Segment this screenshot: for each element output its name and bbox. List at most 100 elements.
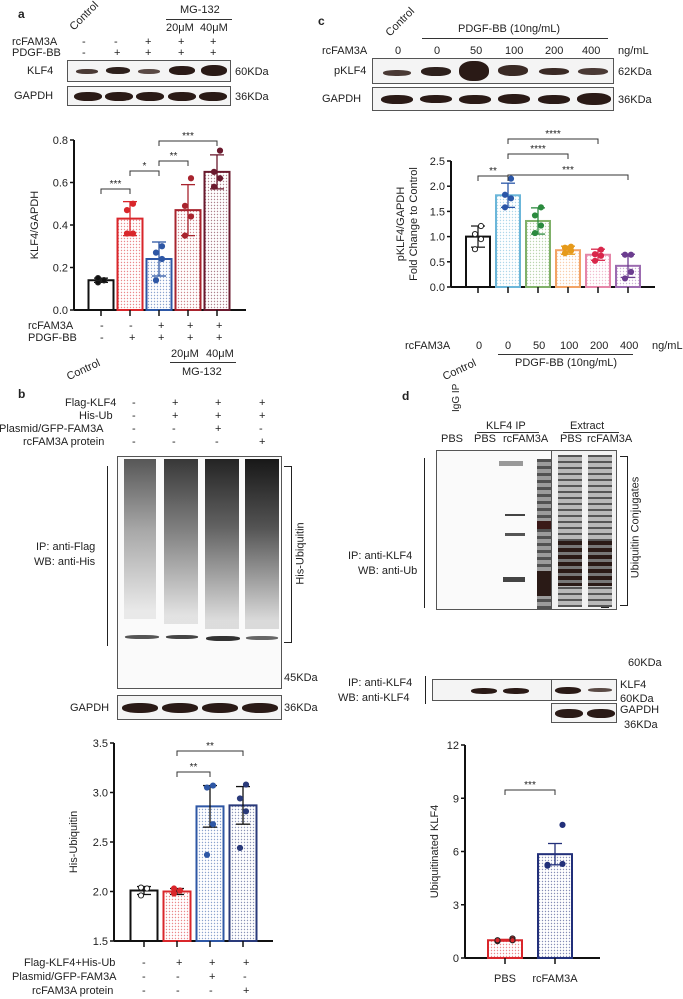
- blot-b-row-label: His-Ub: [79, 410, 113, 422]
- blot-d-extract-label: Extract: [570, 420, 605, 432]
- blot-d-lane-label: rcFAM3A: [503, 433, 549, 445]
- blot-b-gapdh-label: GAPDH: [70, 702, 110, 714]
- blot-a-pdgf-sign: +: [145, 47, 152, 59]
- svg-text:***: ***: [110, 179, 122, 190]
- svg-text:0.5: 0.5: [430, 257, 445, 269]
- blot-b-wb-label: WB: anti-His: [34, 556, 96, 568]
- chart-a-conc1: 20μM: [171, 348, 199, 360]
- chart-c-dose: 100: [560, 340, 579, 352]
- chart-a-pdgf-sign: -: [100, 332, 104, 344]
- blot-d-marker-tick: [601, 607, 609, 608]
- chart-a-row-pdgf: PDGF-BB: [28, 332, 77, 344]
- blot-c-gapdh-size: 36KDa: [618, 94, 652, 106]
- blot-c-treatment-label: PDGF-BB (10ng/mL): [458, 23, 561, 35]
- chart-a-rcfam3a-sign: +: [187, 320, 194, 332]
- chart-c-dose: 50: [533, 340, 546, 352]
- bar-0: [129, 884, 159, 942]
- blot-a-gapdh: [67, 86, 231, 106]
- blot-d-bracket: [620, 456, 628, 606]
- chart-a-rcfam3a-sign: +: [216, 320, 223, 332]
- bar-4: [585, 246, 611, 289]
- blot-c-dose: 400: [582, 45, 601, 57]
- blot-b-sign: -: [132, 423, 136, 435]
- blot-a-row-rcfam3a: rcFAM3A: [12, 36, 58, 48]
- chart-b-sign: +: [176, 957, 183, 969]
- blot-d-extract-gapdh: [551, 703, 617, 723]
- svg-text:****: ****: [545, 129, 561, 140]
- blot-d-extract-klf4: [551, 679, 617, 701]
- blot-b-sign: +: [259, 397, 266, 409]
- chart-a-rcfam3a-sign: +: [158, 320, 165, 332]
- blot-c-row-label: rcFAM3A: [322, 45, 368, 57]
- svg-text:Fold Change to Control: Fold Change to Control: [408, 167, 420, 281]
- blot-b-sign: +: [215, 397, 222, 409]
- blot-d-wb-label: WB: anti-Ub: [358, 565, 418, 577]
- blot-b-sign: -: [132, 397, 136, 409]
- bar-3: [174, 175, 202, 311]
- chart-b: 1.5 2.0 2.5 3.0 3.5 His-Ubiquitin ** **: [68, 738, 273, 948]
- blot-c-pklf4-label: pKLF4: [334, 65, 367, 77]
- blot-d-bracket-label: Ubiquitin Conjugates: [629, 476, 642, 579]
- blot-a-conc1: 20μM: [166, 22, 194, 34]
- blot-c-treatment-line: [422, 38, 608, 39]
- svg-text:0.2: 0.2: [53, 263, 68, 275]
- svg-text:0.6: 0.6: [53, 178, 68, 190]
- svg-text:2.0: 2.0: [430, 181, 445, 193]
- blot-d-ip2-bar: [425, 676, 426, 704]
- blot-d-wb-label2: WB: anti-KLF4: [338, 692, 410, 704]
- blot-b-marker: 45KDa: [284, 672, 318, 684]
- chart-a-pdgf-sign: +: [187, 332, 194, 344]
- bar-0: [87, 275, 115, 311]
- blot-c-gapdh-label: GAPDH: [322, 93, 362, 105]
- svg-text:His-Ubiquitin: His-Ubiquitin: [68, 811, 80, 873]
- chart-a-control-label: Control: [64, 357, 103, 383]
- chart-b-sign: +: [243, 985, 250, 997]
- blot-a-control-label: Control: [67, 0, 102, 34]
- blot-b-row-label: Plasmid/GFP-FAM3A: [0, 423, 104, 435]
- blot-b-bracket-label: His-Ubiquitin: [294, 522, 307, 585]
- blot-b-left-bar: [107, 466, 108, 646]
- svg-text:0.0: 0.0: [53, 305, 68, 317]
- svg-text:0: 0: [453, 953, 459, 965]
- blot-b-sign: +: [172, 410, 179, 422]
- bar-1: [116, 200, 144, 311]
- svg-text:3.5: 3.5: [93, 738, 108, 750]
- blot-a-row-pdgf: PDGF-BB: [12, 47, 61, 59]
- panel-letter-b: b: [18, 387, 26, 401]
- blot-b-sign: -: [172, 436, 176, 448]
- bar-3: [555, 243, 581, 288]
- chart-d-category: rcFAM3A: [532, 973, 578, 985]
- chart-b-sign: -: [176, 985, 180, 997]
- chart-b-sign: +: [209, 957, 216, 969]
- bar-0: [465, 222, 491, 288]
- bar-1: [495, 175, 521, 288]
- blot-b-sign: -: [132, 436, 136, 448]
- blot-a-pdgf-sign: +: [178, 47, 185, 59]
- svg-text:1.5: 1.5: [93, 936, 108, 948]
- bar-2: [145, 241, 173, 311]
- chart-b-sign: -: [176, 971, 180, 983]
- blot-b-sign: -: [172, 423, 176, 435]
- blot-d-lane-label: PBS: [474, 433, 497, 445]
- svg-text:Ubiquitinated KLF4: Ubiquitinated KLF4: [429, 805, 441, 899]
- chart-c-unit: ng/mL: [652, 340, 683, 352]
- blot-b-sign: -: [132, 410, 136, 422]
- svg-text:2.0: 2.0: [93, 887, 108, 899]
- svg-text:**: **: [489, 166, 497, 177]
- chart-a-rcfam3a-sign: -: [129, 320, 133, 332]
- svg-text:3.0: 3.0: [93, 788, 108, 800]
- chart-b-sign: -: [142, 957, 146, 969]
- svg-text:2.5: 2.5: [430, 156, 445, 168]
- blot-b-sign: +: [215, 423, 222, 435]
- blot-b-gapdh: [117, 695, 282, 720]
- blot-a-inhibitor-label: MG-132: [180, 4, 220, 16]
- blot-b-sign: +: [259, 436, 266, 448]
- blot-c-dose: 100: [505, 45, 524, 57]
- blot-c-dose: 50: [470, 45, 483, 57]
- blot-d-igg-label: IgG IP: [451, 383, 462, 412]
- blot-a-klf4: [67, 60, 231, 82]
- blot-c-control-label: Control: [383, 5, 418, 40]
- blot-b-row-label: rcFAM3A protein: [23, 436, 105, 448]
- bar-3: [228, 781, 258, 943]
